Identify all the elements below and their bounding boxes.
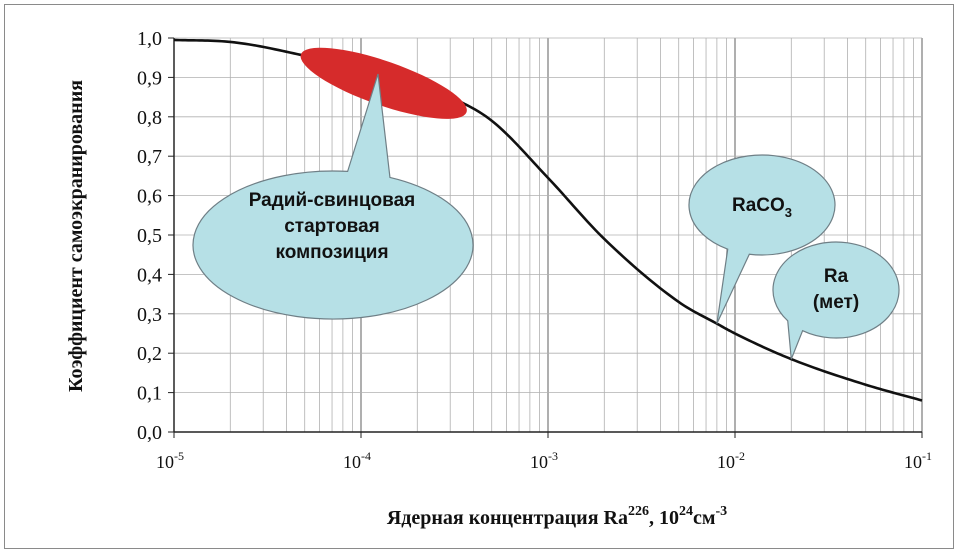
x-tick-exponent: -2 [735, 449, 745, 463]
bubble-main-text: стартовая [284, 216, 380, 237]
bubble-raco3-shape [688, 154, 836, 324]
x-tick-exponent: -3 [548, 449, 558, 463]
bubble-main [192, 73, 474, 320]
y-tick-label: 0,4 [137, 264, 162, 286]
y-tick-label: 0,6 [137, 186, 162, 208]
y-tick-label: 0,0 [137, 422, 162, 444]
x-label-sup-24: 24 [679, 504, 693, 519]
x-label-mid: , 10 [649, 507, 679, 529]
bubble-raco3 [688, 154, 836, 324]
x-axis-label: Ядерная концентрация Ra226, 1024см-3 [387, 504, 727, 529]
x-label-sup-minus3: -3 [715, 504, 727, 519]
y-axis-label: Коэффициент самоэкранирования [65, 80, 87, 392]
x-label-unit: см [693, 507, 716, 529]
axes [168, 37, 923, 438]
bubble-raco3-subscript: 3 [785, 205, 792, 220]
labels: Радий-свинцовая стартовая композиция RaCO3 R… [65, 28, 932, 529]
y-tick-label: 0,3 [137, 304, 162, 326]
x-tick-exponent: -1 [922, 449, 932, 463]
x-tick-label: 10-5 [156, 449, 184, 472]
x-label-sup-226: 226 [628, 504, 649, 519]
bubble-ra-text: (мет) [813, 292, 859, 313]
bubble-ra-shape [772, 241, 900, 360]
y-tick-label: 0,7 [137, 146, 162, 168]
x-tick-label: 10-2 [717, 449, 745, 472]
bubble-main-text: Радий-свинцовая [249, 190, 416, 211]
x-tick-exponent: -5 [174, 449, 184, 463]
y-tick-label: 0,8 [137, 107, 162, 129]
bubble-ra [772, 241, 900, 360]
x-tick-label: 10-4 [343, 449, 371, 472]
bubble-main-shape [192, 73, 474, 320]
y-tick-label: 0,9 [137, 67, 162, 89]
y-tick-label: 0,2 [137, 343, 162, 365]
x-tick-label: 10-3 [530, 449, 558, 472]
bubble-ra-text: Ra [824, 266, 849, 287]
x-tick-label: 10-1 [904, 449, 932, 472]
x-tick-exponent: -4 [361, 449, 371, 463]
y-tick-label: 0,1 [137, 383, 162, 405]
bubble-raco3-text: RaCO3 [732, 195, 792, 220]
highlight-region [300, 47, 467, 119]
bubble-main-text: композиция [275, 242, 388, 263]
annotations [192, 47, 900, 360]
y-tick-label: 1,0 [137, 28, 162, 50]
y-tick-label: 0,5 [137, 225, 162, 247]
